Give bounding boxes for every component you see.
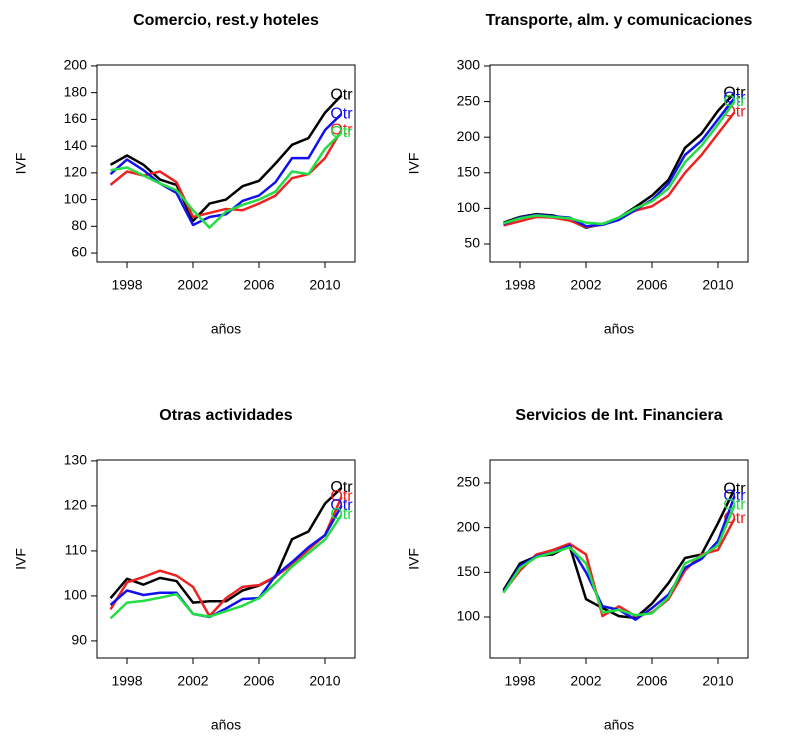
y-axis-label: IVF <box>13 153 29 175</box>
panel: Transporte, alm. y comunicaciones años IVF… <box>406 12 753 336</box>
series-label: Otr <box>723 497 746 514</box>
x-tick-label: 2002 <box>177 673 208 689</box>
y-tick-label: 150 <box>457 163 481 179</box>
chart-title: Comercio, rest.y hoteles <box>133 12 319 29</box>
plot-box <box>489 64 749 263</box>
series-line <box>502 518 736 618</box>
series-label: Otr <box>330 506 353 523</box>
panel: Servicios de Int. Financiera años IVF 100 15… <box>406 407 749 733</box>
x-axis-label: años <box>211 717 241 733</box>
series-line <box>110 131 343 229</box>
y-tick-label: 100 <box>457 608 481 624</box>
x-tick-label: 2002 <box>570 673 601 689</box>
x-tick-label: 1998 <box>504 277 535 293</box>
plot-box <box>489 459 749 659</box>
y-tick-label: 100 <box>457 199 481 215</box>
chart-title: Servicios de Int. Financiera <box>515 407 722 424</box>
series-line <box>109 505 343 619</box>
series-label: Otr <box>723 84 746 101</box>
plot-box <box>96 64 356 263</box>
y-tick-label: 50 <box>464 235 480 251</box>
x-tick-label: 2006 <box>243 277 274 293</box>
y-tick-label: 300 <box>457 57 481 73</box>
y-tick-label: 140 <box>64 137 88 153</box>
series-label: Otr <box>723 89 746 106</box>
series-label: Otr <box>330 121 353 138</box>
series-line <box>503 100 736 226</box>
series-label: Otr <box>723 93 746 110</box>
chart-title: Transporte, alm. y comunicaciones <box>486 12 753 29</box>
x-axis-label: años <box>211 321 241 337</box>
x-tick-label: 2010 <box>309 277 340 293</box>
y-tick-label: 130 <box>64 452 88 468</box>
series-label: Otr <box>330 87 353 104</box>
series-label: Otr <box>330 124 353 141</box>
y-tick-label: 100 <box>64 587 88 603</box>
y-tick-label: 60 <box>71 244 87 260</box>
y-tick-label: 180 <box>64 83 88 99</box>
y-tick-label: 160 <box>64 110 88 126</box>
series-line <box>503 92 736 229</box>
y-tick-label: 250 <box>457 92 481 108</box>
y-tick-label: 150 <box>457 563 481 579</box>
panel: Comercio, rest.y hoteles años IVF 60 80 100 12… <box>13 12 356 337</box>
series-line <box>109 94 343 223</box>
series-label: Otr <box>723 480 746 497</box>
x-tick-label: 2010 <box>702 673 733 689</box>
y-tick-label: 110 <box>65 542 88 558</box>
series-line <box>503 97 736 228</box>
y-tick-label: 200 <box>457 518 481 534</box>
series-line <box>502 504 736 617</box>
y-tick-label: 100 <box>64 190 88 206</box>
series-line <box>109 514 343 620</box>
series-line <box>109 496 343 618</box>
y-tick-label: 120 <box>64 497 88 513</box>
x-tick-label: 2006 <box>636 277 667 293</box>
x-tick-label: 1998 <box>504 673 535 689</box>
plot-box <box>96 459 356 659</box>
y-tick-label: 250 <box>457 474 481 490</box>
series-line <box>109 113 343 227</box>
series-label: Otr <box>330 479 353 496</box>
x-tick-label: 2006 <box>243 673 274 689</box>
series-line <box>109 486 343 604</box>
panel: Otras actividades años IVF 90 100 110 120 130 19… <box>13 407 356 733</box>
series-label: Otr <box>330 105 353 122</box>
series-label: Otr <box>330 497 353 514</box>
chart-title: Otras actividades <box>159 407 293 424</box>
y-tick-label: 80 <box>71 217 87 233</box>
series-label: Otr <box>330 488 353 505</box>
x-tick-label: 2002 <box>177 277 208 293</box>
y-axis-label: IVF <box>406 153 422 175</box>
x-tick-label: 2010 <box>309 673 340 689</box>
y-axis-label: IVF <box>406 548 422 570</box>
x-axis-label: años <box>604 717 634 733</box>
y-tick-label: 200 <box>457 128 481 144</box>
x-tick-label: 2002 <box>570 277 601 293</box>
y-tick-label: 90 <box>71 632 87 648</box>
x-tick-label: 2010 <box>702 277 733 293</box>
x-tick-label: 1998 <box>111 277 142 293</box>
x-axis-label: años <box>604 321 634 337</box>
y-tick-label: 200 <box>64 57 88 73</box>
x-tick-label: 2006 <box>636 673 667 689</box>
series-line <box>503 111 736 229</box>
series-label: Otr <box>723 488 746 505</box>
x-tick-label: 1998 <box>111 673 142 689</box>
y-axis-label: IVF <box>13 548 29 570</box>
y-tick-label: 120 <box>64 164 88 180</box>
